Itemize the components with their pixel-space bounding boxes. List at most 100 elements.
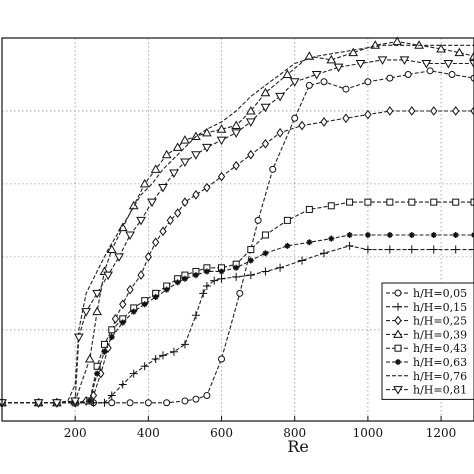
data-point-triangle-up	[172, 142, 183, 151]
data-point-triangle-down	[421, 60, 432, 69]
data-point-triangle-down	[180, 158, 190, 168]
data-point-triangle-down	[125, 231, 135, 240]
data-point-square	[305, 205, 313, 213]
data-point-square	[430, 198, 438, 206]
data-point-triangle-up	[92, 306, 102, 316]
data-point-triangle-down	[377, 56, 388, 65]
data-point-star	[108, 334, 115, 341]
data-point-triangle-up	[260, 87, 271, 97]
data-point-square	[283, 216, 291, 224]
data-point-diamond	[152, 237, 160, 248]
data-point-triangle-down	[393, 386, 403, 395]
data-point-triangle-up	[180, 135, 190, 144]
data-point-star	[247, 257, 254, 264]
series-h-h-0-76	[2, 44, 474, 404]
series-h-h-0-81	[0, 56, 474, 408]
data-point-triangle-down	[136, 216, 146, 226]
series-line	[2, 70, 474, 404]
legend-entry: h/H=0,15	[386, 301, 467, 314]
data-point-triangle-up	[84, 353, 95, 363]
data-point-circle	[342, 85, 350, 93]
series-line	[2, 245, 474, 404]
data-point-circle	[108, 399, 116, 407]
legend-label: h/H=0,81	[413, 384, 467, 397]
data-point-circle	[181, 397, 189, 405]
data-point-star	[218, 268, 225, 275]
data-point-triangle-down	[169, 169, 179, 178]
series-line	[2, 110, 474, 404]
x-tick-label: 200	[64, 426, 87, 440]
data-point-circle	[163, 399, 171, 407]
data-point-triangle-down	[245, 118, 256, 127]
data-point-triangle-up	[216, 124, 227, 133]
data-point-circle	[126, 399, 134, 407]
legend-entry: h/H=0,76	[386, 370, 467, 383]
data-point-triangle-down	[202, 143, 212, 153]
legend-entry: h/H=0,05	[386, 287, 467, 300]
x-tick-label: 600	[210, 426, 233, 440]
data-point-plus	[129, 369, 138, 378]
data-point-triangle-up	[436, 43, 446, 53]
data-point-star	[130, 308, 137, 315]
legend-entry: h/H=0,63	[386, 356, 467, 369]
data-point-square	[327, 202, 335, 210]
data-point-diamond	[203, 182, 211, 193]
data-point-plus	[276, 263, 285, 272]
data-point-diamond	[470, 106, 474, 116]
data-point-diamond	[159, 226, 167, 237]
data-point-plus	[319, 249, 328, 258]
data-point-diamond	[144, 252, 152, 262]
data-point-triangle-down	[443, 60, 454, 69]
data-point-plus	[180, 340, 189, 349]
plot-area-frame	[1, 37, 474, 422]
data-point-triangle-down	[275, 92, 285, 102]
data-point-circle	[254, 216, 262, 224]
legend-entry: h/H=0,43	[386, 342, 467, 355]
data-point-plus	[210, 276, 219, 285]
data-point-star	[152, 293, 159, 300]
x-tick-label: 1200	[426, 426, 457, 440]
data-point-plus	[385, 245, 394, 254]
data-point-plus	[298, 256, 307, 265]
data-point-triangle-up	[161, 149, 172, 159]
data-point-star	[452, 231, 459, 238]
legend-box	[381, 282, 474, 400]
data-point-square	[247, 246, 255, 254]
data-point-triangle-up	[139, 178, 150, 188]
data-point-plus	[107, 391, 116, 400]
data-point-triangle-down	[158, 184, 168, 193]
data-point-diamond	[394, 315, 402, 326]
data-point-star	[101, 348, 108, 355]
data-point-circle	[269, 165, 277, 173]
data-point-plus	[363, 245, 372, 254]
data-point-triangle-up	[202, 127, 212, 137]
data-point-square	[261, 231, 269, 239]
data-point-square	[394, 344, 402, 352]
data-point-diamond	[247, 149, 255, 160]
data-point-triangle-down	[70, 397, 81, 406]
legend-label: h/H=0,76	[413, 370, 467, 383]
data-point-triangle-up	[245, 105, 256, 115]
data-point-circle	[144, 399, 152, 407]
series-line	[2, 44, 474, 404]
data-point-plus	[246, 271, 255, 280]
data-point-plus	[169, 347, 178, 356]
data-point-diamond	[181, 197, 189, 207]
data-point-star	[163, 286, 170, 293]
data-point-triangle-down	[260, 103, 271, 113]
data-point-diamond	[342, 113, 350, 124]
legend-label: h/H=0,63	[413, 356, 467, 369]
data-point-plus	[394, 302, 402, 311]
data-point-circle	[448, 70, 456, 78]
data-point-triangle-down	[81, 308, 92, 317]
data-point-plus	[217, 274, 226, 283]
data-point-circle	[320, 78, 328, 86]
data-point-diamond	[261, 138, 270, 149]
x-axis-ticks: 200 400 600 800 1000 1200	[64, 416, 457, 440]
data-point-square	[364, 198, 372, 206]
data-point-triangle-down	[147, 198, 157, 208]
data-point-circle	[394, 289, 402, 297]
data-point-triangle-down	[231, 129, 242, 138]
data-point-plus	[470, 245, 474, 254]
data-point-star	[233, 264, 240, 271]
